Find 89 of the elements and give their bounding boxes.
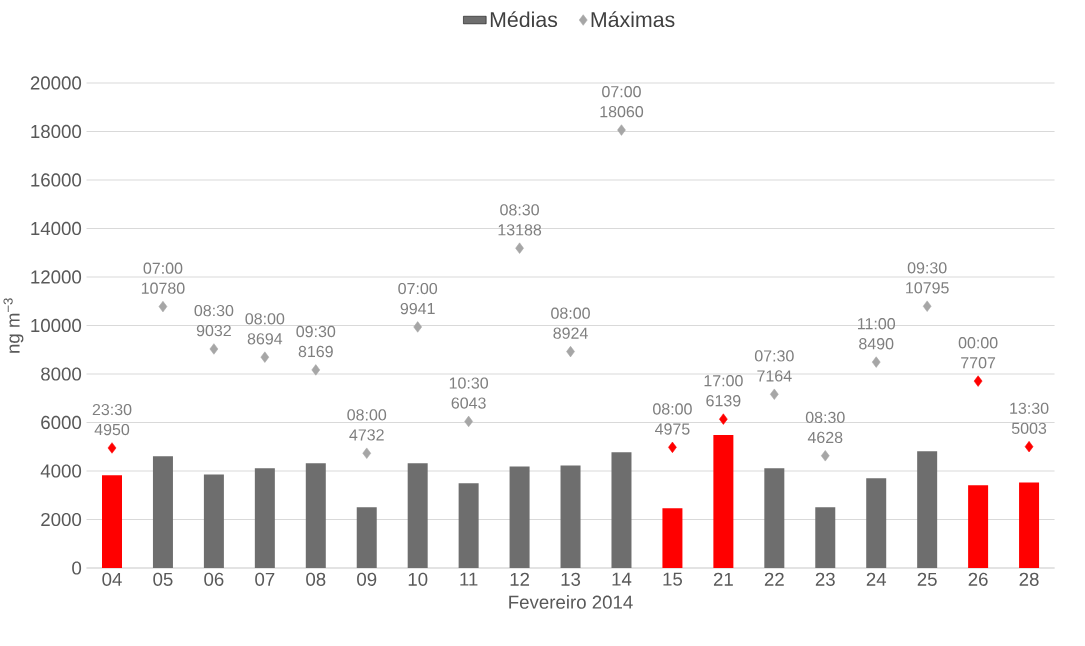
point <box>158 300 168 313</box>
x-tick-label: 11 <box>460 572 478 586</box>
point <box>413 321 422 333</box>
point <box>871 356 881 368</box>
data-label: 07:00 9941 <box>398 282 438 315</box>
x-tick-label: 09 <box>357 572 377 586</box>
data-label: 08:00 4732 <box>347 409 387 441</box>
y-tick-label: 4000 <box>40 464 82 478</box>
data-label: 09:30 8169 <box>296 325 336 358</box>
data-label: 23:30 4950 <box>92 403 132 436</box>
data-label: 07:30 7164 <box>754 350 794 382</box>
y-axis-title: ng m$^{−3}$ <box>3 298 24 353</box>
point <box>922 300 932 312</box>
data-label: 07:00 18060 <box>600 86 644 118</box>
y-tick-label: 16000 <box>31 173 82 187</box>
x-tick-label: 24 <box>866 572 887 586</box>
bar <box>203 474 224 568</box>
bar <box>662 508 683 568</box>
data-label: 13:30 5003 <box>1010 402 1049 434</box>
bar <box>560 465 581 568</box>
bar <box>713 435 734 568</box>
y-tick-label: 14000 <box>31 221 82 236</box>
point <box>515 242 524 254</box>
point <box>1024 441 1034 453</box>
bar <box>356 507 377 568</box>
x-tick-label: 10 <box>408 572 428 586</box>
y-tick-label: 6000 <box>41 415 82 430</box>
point <box>973 375 983 387</box>
y-tick-label: 18000 <box>31 124 82 139</box>
x-tick-label: 08 <box>306 572 326 586</box>
point <box>668 441 677 453</box>
bar <box>611 452 632 568</box>
bar <box>866 478 887 568</box>
bar <box>917 451 938 568</box>
data-label: 10:30 6043 <box>449 377 489 409</box>
bar <box>458 483 479 568</box>
point <box>311 364 321 376</box>
x-tick-label: 22 <box>764 572 784 586</box>
point <box>260 351 270 363</box>
data-label: 17:00 6139 <box>704 375 743 407</box>
data-label: 08:30 4628 <box>805 411 845 444</box>
data-label: 08:00 8924 <box>551 307 590 339</box>
bar <box>968 485 989 568</box>
point <box>821 450 830 462</box>
x-tick-label: 23 <box>815 572 835 586</box>
x-tick-label: 15 <box>663 572 683 586</box>
x-axis-title: Fevereiro 2014 <box>509 595 633 609</box>
y-tick-label: 0 <box>72 561 82 575</box>
y-tick-label: 10000 <box>31 318 82 333</box>
data-label: 08:30 9032 <box>194 304 234 337</box>
y-tick-label: 20000 <box>30 76 82 90</box>
legend-label: Máximas <box>591 11 675 28</box>
bar <box>254 468 275 568</box>
x-tick-label: 07 <box>255 572 275 586</box>
data-label: 00:00 7707 <box>958 337 998 369</box>
x-tick-label: 28 <box>1019 572 1039 586</box>
y-tick-label: 12000 <box>31 270 82 284</box>
x-tick-label: 06 <box>204 572 224 586</box>
bar <box>1019 482 1040 568</box>
x-tick-label: 14 <box>612 572 632 586</box>
x-tick-label: 05 <box>153 572 173 586</box>
legend-label: Médias <box>490 11 558 28</box>
point <box>107 442 117 454</box>
y-tick-label: 8000 <box>41 367 82 381</box>
data-label: 07:00 10780 <box>141 262 185 294</box>
bar <box>407 463 428 568</box>
data-label: 08:00 8694 <box>245 313 285 345</box>
data-label: 08:00 4975 <box>653 403 692 435</box>
bar <box>815 507 836 568</box>
x-tick-label: 12 <box>510 572 530 586</box>
x-tick-label: 25 <box>917 572 937 586</box>
x-tick-label: 04 <box>102 572 122 586</box>
point <box>719 413 728 425</box>
x-tick-label: 13 <box>561 572 581 586</box>
bar <box>152 456 173 568</box>
point <box>209 343 219 355</box>
bar <box>102 475 122 568</box>
point <box>770 388 779 400</box>
bar <box>764 468 785 568</box>
y-tick-label: 2000 <box>41 512 82 527</box>
point <box>617 124 626 136</box>
data-label: 09:30 10795 <box>906 262 949 294</box>
bar <box>509 466 530 568</box>
data-label: 11:00 8490 <box>858 318 896 350</box>
data-label: 08:30 13188 <box>498 204 542 236</box>
point <box>362 447 372 459</box>
x-tick-label: 21 <box>713 572 733 586</box>
bar <box>305 463 326 568</box>
x-tick-label: 26 <box>968 572 988 586</box>
